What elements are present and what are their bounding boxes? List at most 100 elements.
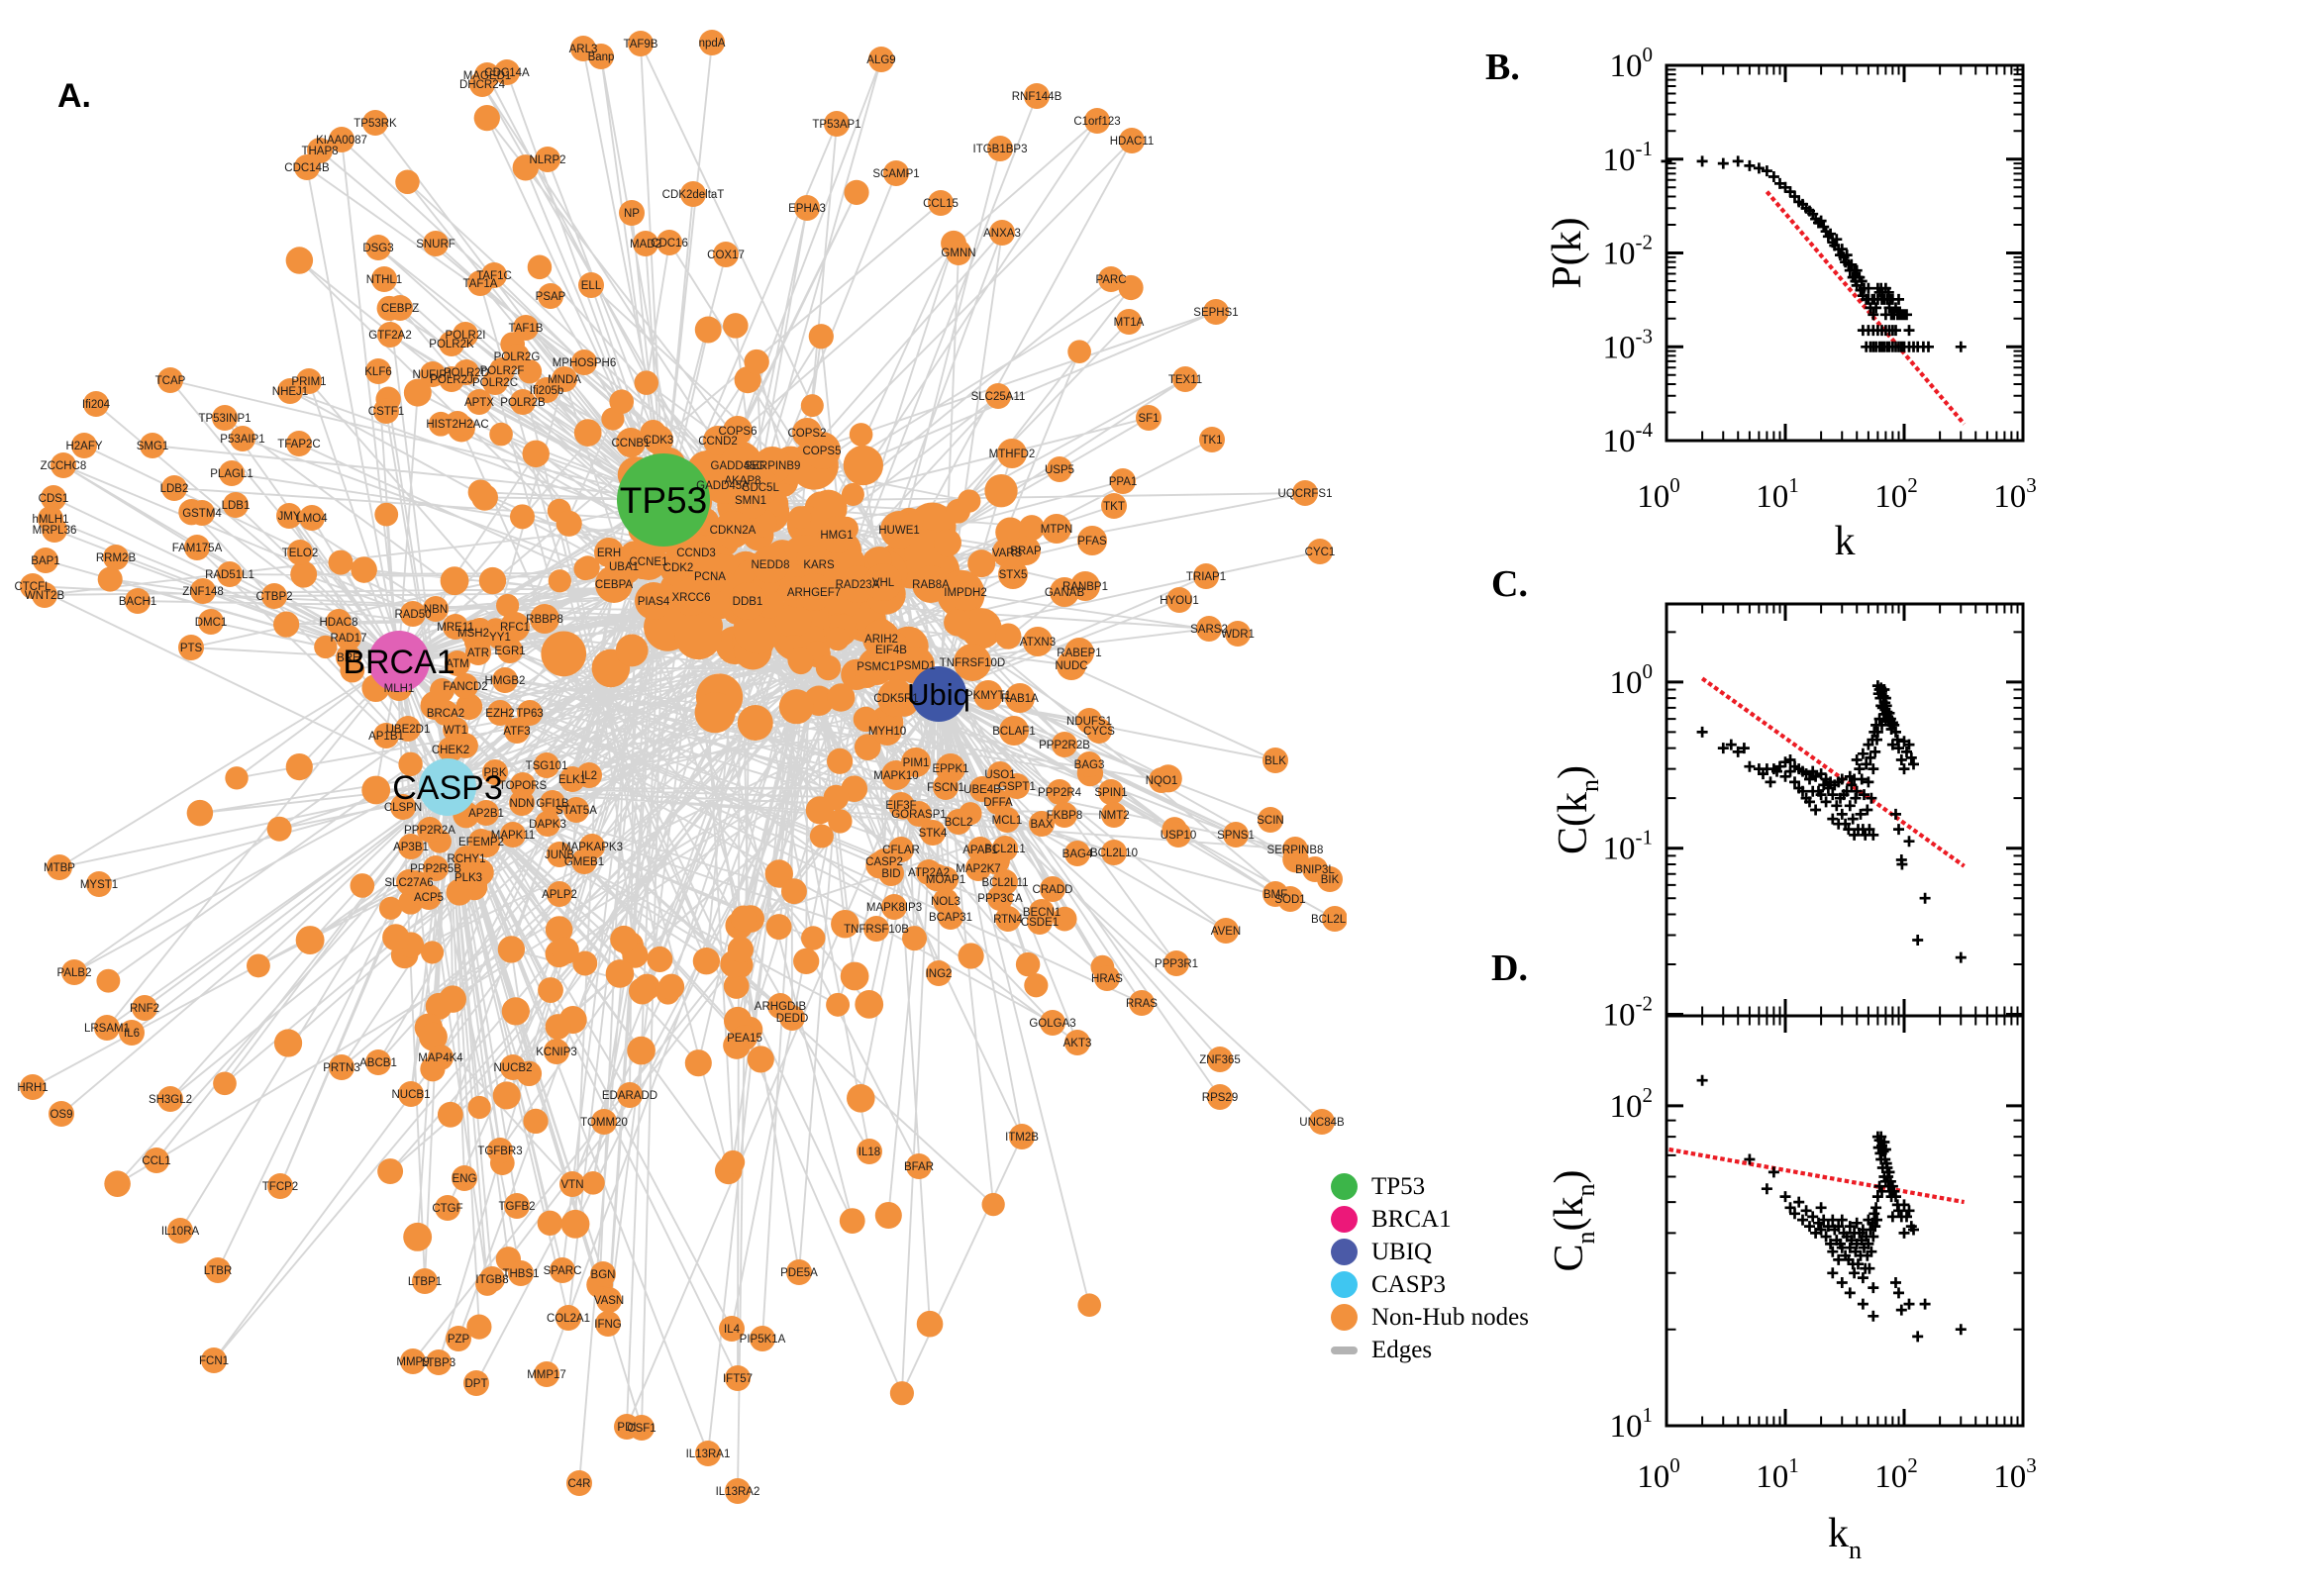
network-node (466, 389, 492, 415)
network-node-label: RABEP1 (1057, 648, 1101, 659)
network-node-label: POLR2J (430, 374, 472, 386)
legend-item-label: TP53 (1371, 1172, 1426, 1200)
legend-item: UBIQ (1331, 1236, 1559, 1268)
network-node-label: MAPKAPK3 (561, 842, 623, 853)
network-node-label: SERPINB9 (745, 460, 801, 472)
network-node-label: IL18 (858, 1147, 880, 1158)
network-node (1172, 366, 1198, 392)
network-node-label: GSTM4 (182, 508, 222, 520)
panel-b-label: B. (1485, 47, 1520, 88)
network-node-label: LDB2 (160, 483, 189, 495)
fit-line (1700, 676, 1966, 868)
network-node-label: HDAC11 (1110, 136, 1155, 148)
legend-item: BRCA1 (1331, 1203, 1559, 1236)
network-node (219, 460, 245, 486)
network-node (878, 860, 904, 886)
network-node-label: PLK3 (454, 872, 482, 884)
network-node-label: THAP8 (301, 146, 338, 157)
network-node (906, 1153, 932, 1179)
network-node (1292, 480, 1318, 506)
network-node-label: CRADD (1033, 884, 1073, 896)
network-node-label: PPP2R5B (410, 863, 461, 875)
network-node-label: SMG1 (137, 441, 169, 452)
network-node-label: COL2A1 (547, 1313, 590, 1325)
network-node (189, 500, 215, 526)
network-node (571, 349, 597, 375)
network-node (933, 774, 959, 800)
network-node-label: UBA1 (609, 561, 639, 573)
network-node (713, 242, 739, 267)
network-node-label: Banp (588, 51, 615, 63)
plot-frame (1665, 602, 2025, 1018)
network-node-label: FAM175A (172, 543, 223, 554)
network-node-label: NQO1 (1146, 775, 1178, 787)
network-node-label: TNFRSF10B (844, 924, 909, 936)
network-node (1040, 1010, 1065, 1036)
network-node (465, 640, 491, 665)
network-node (190, 578, 216, 604)
network-node (906, 801, 932, 827)
network-node (49, 1101, 74, 1127)
network-node (1064, 1030, 1090, 1055)
network-node-label: SPARC (544, 1265, 582, 1277)
network-node-label: ING2 (926, 968, 953, 980)
network-node-label: GSPT1 (998, 781, 1036, 793)
network-node-label: NMT2 (1098, 810, 1129, 822)
network-node-label: RANBP1 (1062, 581, 1108, 593)
network-node-label: TGFB2 (498, 1201, 535, 1213)
network-node (967, 837, 993, 862)
network-node-label: TAF9B (624, 39, 658, 50)
network-node-label: PALB2 (57, 967, 92, 979)
network-node-label: LTBP3 (422, 1357, 455, 1369)
network-node (786, 1259, 812, 1285)
network-node (50, 452, 76, 478)
network-node (482, 369, 508, 395)
network-node (644, 425, 673, 454)
network-node-label: NDUFS1 (1066, 716, 1112, 728)
major-ticks (1665, 604, 2025, 1017)
network-node-label: AP2B1 (468, 808, 504, 820)
network-node-label: CEBPZ (381, 303, 419, 315)
network-node-label: ATXN3 (1020, 637, 1056, 648)
network-node-label: GMNN (941, 248, 975, 259)
network-node-label: ARIH2 (864, 634, 898, 646)
network-node (1086, 718, 1112, 744)
network-node (540, 790, 565, 816)
network-node-label: SEPHS1 (1193, 307, 1238, 319)
network-node-label: H2AFY (65, 441, 102, 452)
network-node-label: hMLH1 (32, 514, 68, 526)
network-node (426, 1349, 452, 1375)
network-node-label: STK4 (919, 828, 948, 840)
network-node (680, 181, 706, 207)
network-node-label: CSTF1 (368, 406, 404, 418)
network-node-label: RRAS (1126, 998, 1158, 1010)
network-node-label: C4R (567, 1478, 590, 1490)
x-axis-label: k (1835, 519, 1856, 564)
network-node-label: CDK5R1 (873, 693, 918, 705)
legend-item-label: Non-Hub nodes (1371, 1303, 1530, 1331)
network-node-label: AVEN (1211, 926, 1241, 938)
network-node-label: NBN (424, 604, 448, 616)
network-node (1077, 526, 1107, 555)
network-node-label: PEA15 (727, 1033, 762, 1045)
network-node-label: LRSAM1 (84, 1023, 130, 1035)
network-node-label: UBE2D1 (386, 724, 431, 736)
network-node (877, 679, 915, 717)
network-node (140, 433, 165, 458)
network-node (396, 869, 422, 895)
network-node (445, 650, 470, 676)
network-node (946, 240, 971, 265)
network-node-label: SARS2 (1190, 624, 1228, 636)
network-node (492, 667, 518, 693)
network-node-label: HMGB2 (485, 675, 526, 687)
legend-item: Edges (1331, 1334, 1559, 1366)
network-node (329, 127, 354, 152)
network-node (428, 1045, 454, 1070)
network-node-label: KIAA0087 (316, 135, 367, 147)
network-node (83, 391, 109, 417)
network-node-label: NUFIP1 (413, 369, 454, 381)
network-node-label: RPS29 (1202, 1092, 1238, 1104)
y-tick-label: 10-2 (1603, 231, 1654, 272)
network-node (460, 620, 486, 646)
